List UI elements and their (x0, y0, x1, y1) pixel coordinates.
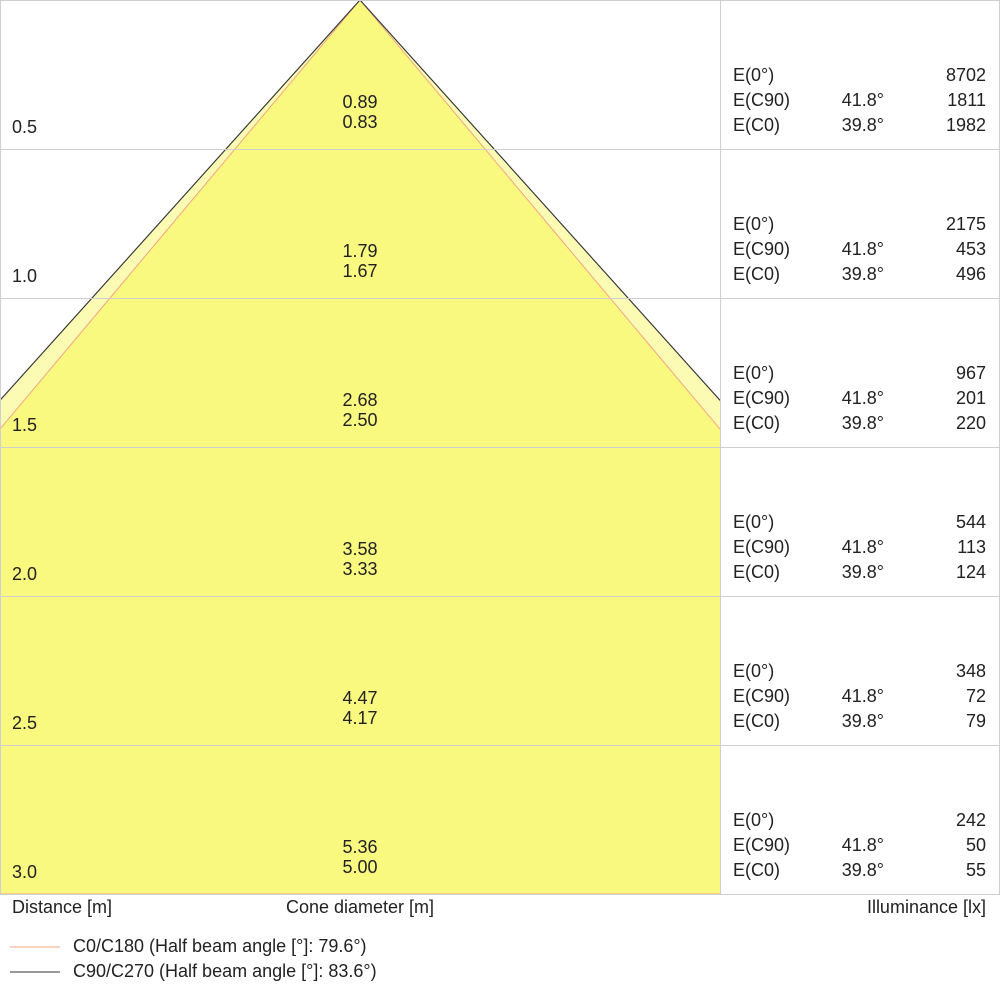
illuminance-value: 1982 (946, 115, 986, 135)
illuminance-label: E(0°) (733, 363, 774, 383)
illuminance-value: 55 (966, 860, 986, 880)
c0-diameter: 5.00 (342, 857, 377, 877)
half-angle: 41.8° (842, 537, 884, 557)
illuminance-value: 79 (966, 711, 986, 731)
legend-label: C0/C180 (Half beam angle [°]: 79.6°) (73, 936, 367, 956)
distance-label: 1.5 (12, 415, 37, 435)
illuminance-value: 50 (966, 835, 986, 855)
half-angle: 41.8° (842, 90, 884, 110)
illuminance-value: 967 (956, 363, 986, 383)
c0-diameter: 1.67 (342, 261, 377, 281)
illuminance-value: 348 (956, 661, 986, 681)
distance-label: 2.5 (12, 713, 37, 733)
distance-axis-title: Distance [m] (12, 897, 112, 917)
labels: 0.5 0.890.83 E(0°) 8702 E(C90) 41.8° 1811 E(C0)… (12, 65, 986, 882)
illuminance-label: E(C90) (733, 835, 790, 855)
illuminance-value: 544 (956, 512, 986, 532)
half-angle: 39.8° (842, 860, 884, 880)
distance-label: 2.0 (12, 564, 37, 584)
illuminance-label: E(C0) (733, 860, 780, 880)
half-angle: 41.8° (842, 388, 884, 408)
half-angle: 39.8° (842, 264, 884, 284)
half-angle: 39.8° (842, 711, 884, 731)
illuminance-label: E(0°) (733, 214, 774, 234)
c0-diameter: 2.50 (342, 410, 377, 430)
half-angle: 41.8° (842, 686, 884, 706)
illuminance-axis-title: Illuminance [lx] (867, 897, 986, 917)
distance-label: 0.5 (12, 117, 37, 137)
illuminance-label: E(C0) (733, 264, 780, 284)
half-angle: 41.8° (842, 239, 884, 259)
illuminance-label: E(C0) (733, 562, 780, 582)
illuminance-value: 124 (956, 562, 986, 582)
half-angle: 39.8° (842, 562, 884, 582)
legend-label: C90/C270 (Half beam angle [°]: 83.6°) (73, 961, 377, 981)
cone-axis-title: Cone diameter [m] (286, 897, 434, 917)
c90-diameter: 0.89 (342, 92, 377, 112)
c90-diameter: 1.79 (342, 241, 377, 261)
illuminance-value: 453 (956, 239, 986, 259)
half-angle: 39.8° (842, 413, 884, 433)
distance-label: 3.0 (12, 862, 37, 882)
illuminance-value: 201 (956, 388, 986, 408)
illuminance-label: E(C90) (733, 537, 790, 557)
illuminance-label: E(C0) (733, 711, 780, 731)
illuminance-value: 242 (956, 810, 986, 830)
half-angle: 39.8° (842, 115, 884, 135)
illuminance-value: 8702 (946, 65, 986, 85)
illuminance-label: E(0°) (733, 512, 774, 532)
illuminance-label: E(C90) (733, 388, 790, 408)
illuminance-value: 2175 (946, 214, 986, 234)
c0-diameter: 4.17 (342, 708, 377, 728)
half-angle: 41.8° (842, 835, 884, 855)
illuminance-label: E(0°) (733, 661, 774, 681)
c90-diameter: 3.58 (342, 539, 377, 559)
illuminance-value: 72 (966, 686, 986, 706)
illuminance-label: E(C0) (733, 413, 780, 433)
c0-diameter: 3.33 (342, 559, 377, 579)
c90-diameter: 4.47 (342, 688, 377, 708)
c0-diameter: 0.83 (342, 112, 377, 132)
c90-diameter: 2.68 (342, 390, 377, 410)
illuminance-label: E(C90) (733, 239, 790, 259)
illuminance-label: E(C0) (733, 115, 780, 135)
illuminance-value: 220 (956, 413, 986, 433)
illuminance-value: 1811 (947, 90, 986, 110)
illuminance-label: E(0°) (733, 65, 774, 85)
illuminance-label: E(C90) (733, 90, 790, 110)
illuminance-value: 113 (957, 537, 986, 557)
illuminance-value: 496 (956, 264, 986, 284)
distance-label: 1.0 (12, 266, 37, 286)
illuminance-label: E(C90) (733, 686, 790, 706)
illuminance-label: E(0°) (733, 810, 774, 830)
c90-diameter: 5.36 (342, 837, 377, 857)
